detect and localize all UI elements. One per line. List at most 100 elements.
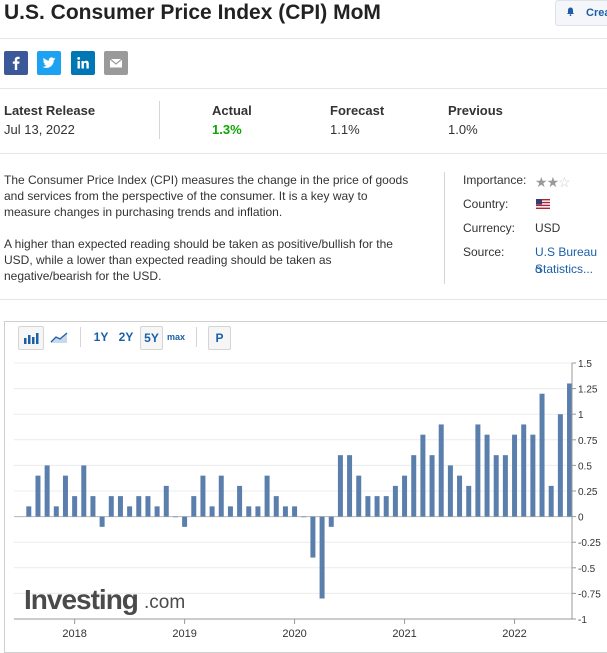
y-axis: 1.5 1.25 1 0.75 0.5 0.25 0 -0.25 -0.5 -0.75 -1 — [572, 359, 601, 626]
bar[interactable] — [347, 455, 353, 517]
bar[interactable] — [26, 506, 32, 517]
y-tick-label: -1 — [578, 615, 587, 626]
share-linkedin-button[interactable] — [71, 51, 95, 75]
chart-bars — [26, 383, 573, 599]
line-chart-icon — [50, 332, 68, 343]
share-email-button[interactable] — [104, 51, 128, 75]
bar[interactable] — [292, 506, 298, 517]
toolbar-divider — [80, 327, 81, 347]
create-alert-button[interactable]: Crea — [555, 0, 607, 26]
star-filled-icon: ★ — [535, 174, 548, 190]
y-tick-label: -0.25 — [578, 538, 601, 549]
facebook-icon — [12, 56, 20, 70]
bar[interactable] — [81, 465, 87, 517]
range-5y-button[interactable]: 5Y — [140, 326, 163, 350]
bar[interactable] — [108, 496, 114, 517]
source-link[interactable]: U.S Bureau o — [535, 245, 598, 276]
importance-label: Importance: — [463, 173, 527, 187]
bar[interactable] — [521, 424, 527, 517]
line-chart-button[interactable] — [47, 326, 71, 348]
bar[interactable] — [172, 516, 178, 518]
y-tick-label: 0 — [578, 513, 584, 524]
bar[interactable] — [557, 414, 563, 517]
bar[interactable] — [227, 506, 233, 517]
bar[interactable] — [310, 516, 316, 558]
bar[interactable] — [502, 455, 508, 517]
source-link-continued[interactable]: Statistics... — [535, 262, 594, 276]
bar[interactable] — [420, 434, 426, 517]
bar[interactable] — [255, 506, 261, 517]
bar[interactable] — [72, 496, 78, 517]
bar[interactable] — [163, 485, 169, 517]
bar[interactable] — [475, 424, 481, 517]
divider — [0, 153, 607, 154]
bar[interactable] — [53, 506, 59, 517]
range-1y-button[interactable]: 1Y — [93, 330, 109, 344]
bar[interactable] — [493, 455, 499, 517]
bar[interactable] — [90, 496, 96, 517]
bar[interactable] — [99, 516, 105, 527]
bar[interactable] — [154, 506, 160, 517]
bar[interactable] — [438, 424, 444, 517]
p-button[interactable]: P — [208, 326, 231, 350]
actual-value: 1.3% — [212, 122, 242, 137]
bar[interactable] — [246, 506, 252, 517]
bar[interactable] — [273, 496, 279, 517]
divider — [0, 38, 607, 39]
bar[interactable] — [237, 485, 243, 517]
bar[interactable] — [512, 434, 518, 517]
x-tick-label: 2021 — [392, 628, 416, 640]
bar[interactable] — [374, 496, 380, 517]
bar[interactable] — [35, 475, 41, 517]
bar[interactable] — [356, 475, 362, 517]
bar[interactable] — [200, 475, 206, 517]
share-facebook-button[interactable] — [4, 51, 28, 75]
bar[interactable] — [117, 496, 123, 517]
previous-value: 1.0% — [448, 122, 478, 137]
watermark-brand: Investing — [24, 584, 138, 615]
bar[interactable] — [319, 516, 325, 599]
share-twitter-button[interactable] — [37, 51, 61, 75]
bar[interactable] — [548, 485, 554, 517]
bar[interactable] — [264, 475, 270, 517]
bar[interactable] — [62, 475, 68, 517]
bar[interactable] — [282, 506, 288, 517]
create-alert-label: Crea — [586, 7, 607, 19]
bar[interactable] — [530, 434, 536, 517]
bar[interactable] — [466, 485, 472, 517]
bar-chart-button[interactable] — [18, 326, 44, 350]
description-paragraph: A higher than expected reading should be… — [4, 237, 393, 283]
bar[interactable] — [191, 496, 197, 517]
divider — [444, 172, 445, 284]
latest-release-date: Jul 13, 2022 — [4, 122, 75, 137]
bar[interactable] — [484, 434, 490, 517]
bar[interactable] — [127, 506, 133, 517]
importance-stars: ★★☆ — [535, 174, 571, 191]
bar[interactable] — [337, 455, 343, 517]
previous-label: Previous — [448, 103, 503, 118]
bar[interactable] — [402, 475, 408, 517]
range-2y-button[interactable]: 2Y — [118, 330, 134, 344]
bar[interactable] — [218, 475, 224, 517]
bar[interactable] — [365, 496, 371, 517]
bar[interactable] — [136, 496, 142, 517]
bar[interactable] — [44, 465, 50, 517]
bar[interactable] — [383, 496, 389, 517]
bar[interactable] — [145, 496, 151, 517]
bar[interactable] — [411, 455, 417, 517]
bar[interactable] — [301, 516, 307, 518]
bar[interactable] — [539, 393, 545, 517]
bar[interactable] — [447, 465, 453, 517]
range-max-button[interactable]: max — [166, 332, 185, 342]
bar[interactable] — [182, 516, 188, 527]
bar[interactable] — [209, 506, 215, 517]
bar[interactable] — [429, 455, 435, 517]
bar[interactable] — [567, 383, 573, 517]
bar[interactable] — [457, 475, 463, 517]
y-tick-label: 1 — [578, 410, 584, 421]
bar[interactable] — [328, 516, 334, 527]
description-paragraph: The Consumer Price Index (CPI) measures … — [4, 173, 409, 219]
bar[interactable] — [392, 485, 398, 517]
y-tick-label: 0.5 — [578, 461, 592, 472]
watermark-suffix: .com — [144, 592, 185, 613]
